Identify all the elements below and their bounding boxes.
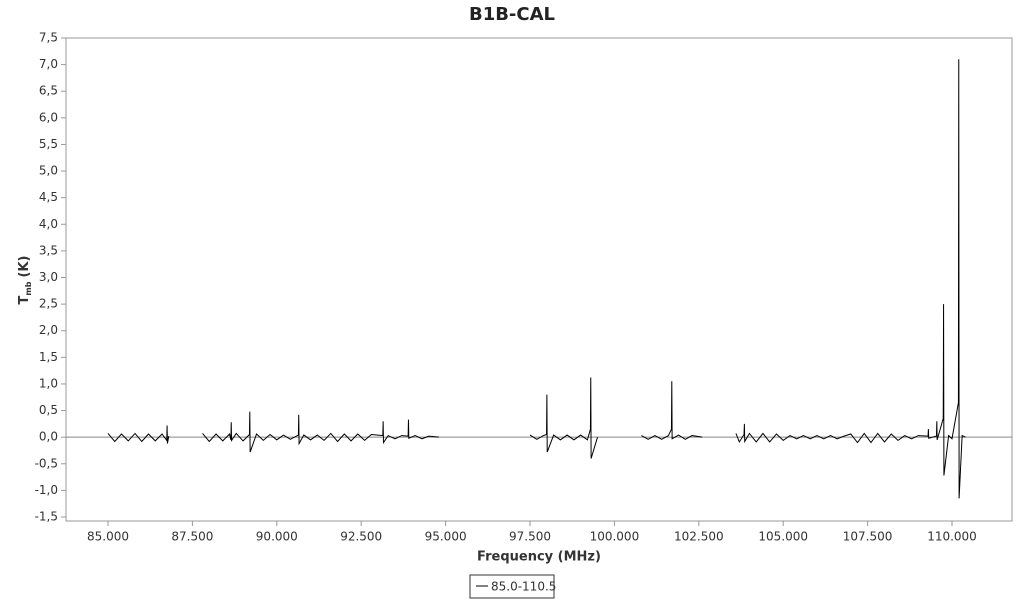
y-tick-label: 3,0 [39,270,58,284]
chart-title: B1B-CAL [469,4,555,25]
y-tick-label: 2,5 [39,297,58,311]
x-tick-label: 102.500 [674,530,724,544]
y-label-main: T [17,295,32,304]
y-tick-label: 5,0 [39,164,58,178]
y-tick-label: 0,0 [39,430,58,444]
plot-frame [65,37,1013,522]
y-tick-label: 7,0 [39,57,58,71]
y-tick-label: 4,5 [39,190,58,204]
x-tick-label: 100.000 [590,530,640,544]
y-tick-label: 6,0 [39,110,58,124]
y-tick-label: 4,0 [39,217,58,231]
x-tick-label: 90.000 [256,530,298,544]
series-line [107,59,966,499]
y-tick-label: -0,5 [35,456,58,470]
y-tick-label: 1,5 [39,350,58,364]
y-axis-label: Tmb (K) [17,256,33,305]
legend-label: 85.0-110.5 [491,580,556,594]
y-tick-label: 2,0 [39,323,58,337]
y-tick-label: 0,5 [39,403,58,417]
x-tick-label: 85.000 [87,530,129,544]
x-tick-label: 95.000 [425,530,467,544]
x-tick-label: 87.500 [171,530,213,544]
x-tick-label: 110.000 [927,530,977,544]
x-tick-label: 92.500 [340,530,382,544]
y-tick-label: 5,5 [39,137,58,151]
y-tick-label: 1,0 [39,376,58,390]
y-tick-label: -1,5 [35,510,58,524]
x-axis-label: Frequency (MHz) [477,550,601,565]
y-label-unit: (K) [17,256,32,278]
y-tick-label: -1,0 [35,483,58,497]
y-tick-label: 7,5 [39,31,58,45]
y-label-sub: mb [24,281,33,295]
y-tick-label: 6,5 [39,84,58,98]
x-tick-label: 97.500 [509,530,551,544]
x-tick-label: 107.500 [843,530,893,544]
x-tick-label: 105.000 [758,530,808,544]
y-tick-label: 3,5 [39,243,58,257]
legend-box [469,574,555,599]
